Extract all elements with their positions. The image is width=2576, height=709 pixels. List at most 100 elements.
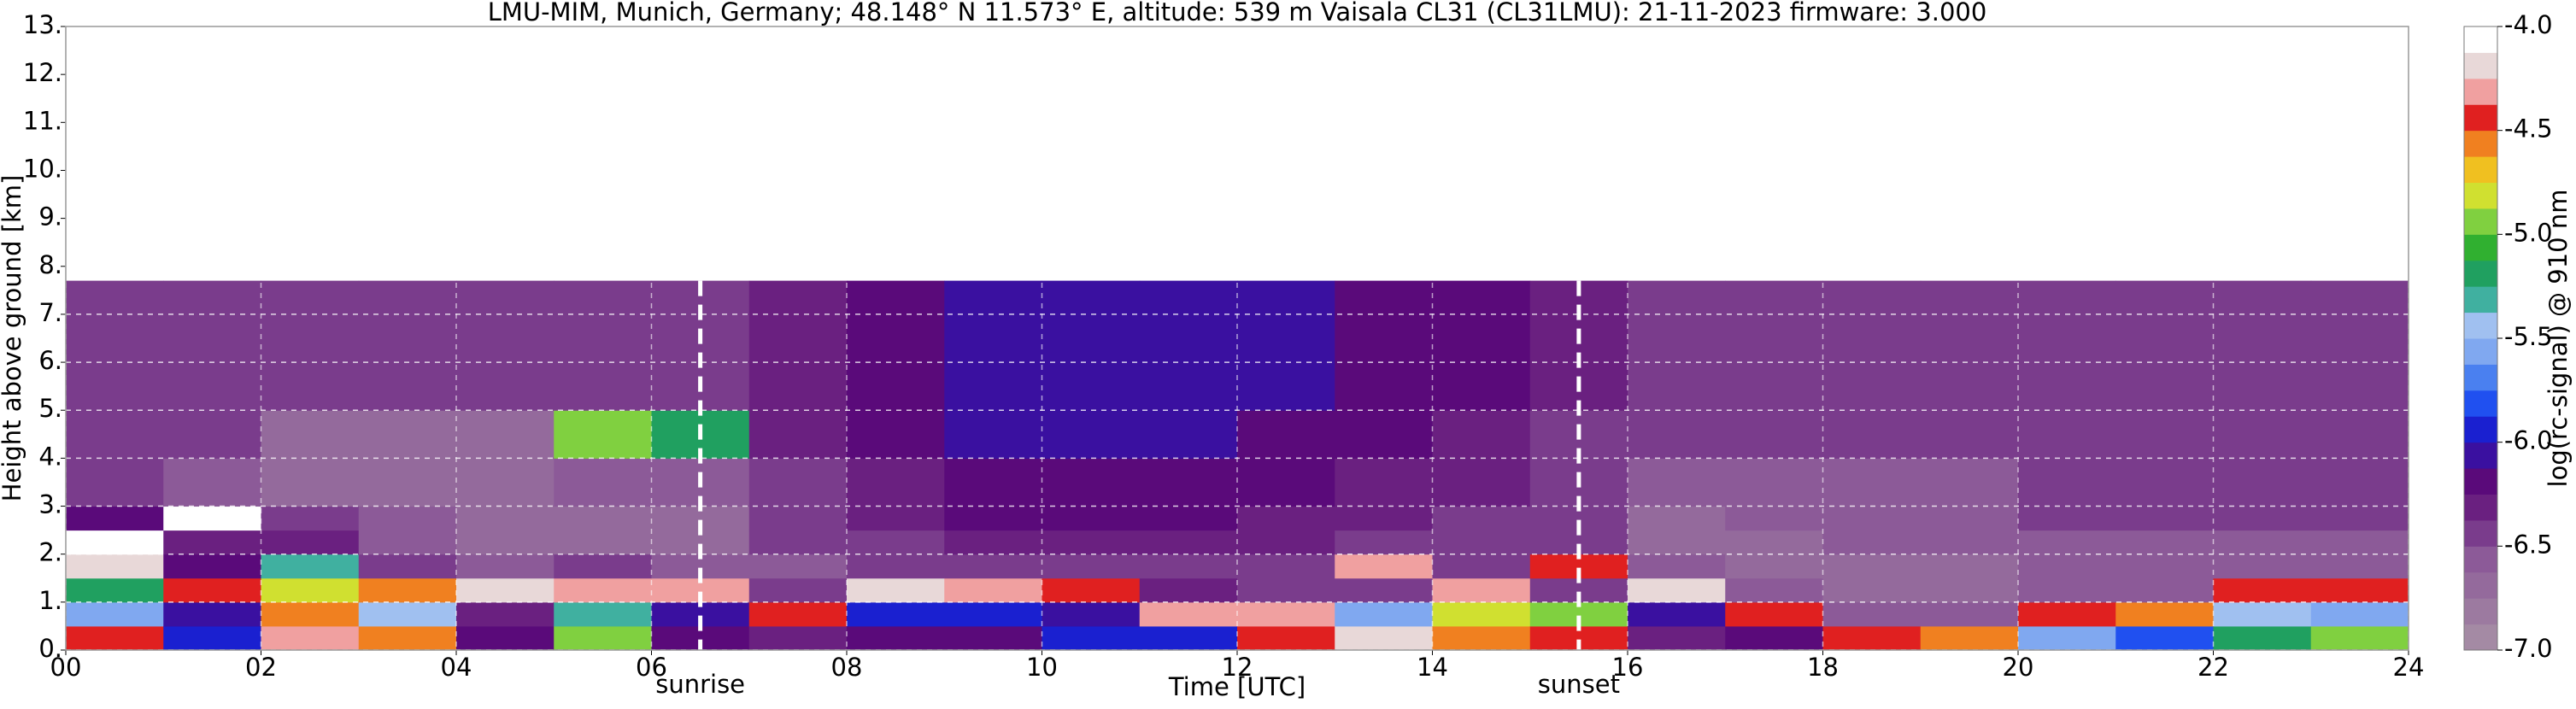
heatmap-cell: [261, 554, 360, 579]
heatmap-cell: [1432, 577, 1531, 603]
heatmap-cell: [1335, 625, 1433, 651]
heatmap-cell: [1725, 530, 1823, 555]
heatmap-cell: [163, 410, 261, 459]
heatmap-cell: [1042, 458, 1141, 507]
heatmap-cell: [554, 410, 652, 459]
heatmap-cell: [1042, 601, 1141, 627]
heatmap-cell: [554, 362, 652, 411]
heatmap-cell: [1432, 362, 1531, 411]
heatmap-cell: [456, 410, 555, 459]
heatmap-cell: [1725, 280, 1823, 315]
heatmap-cell: [2310, 577, 2409, 603]
colorbar-label: log(rc-signal) @ 910 nm: [2544, 190, 2573, 488]
colorbar-segment: [2464, 130, 2497, 157]
heatmap-cell: [1822, 458, 1922, 507]
heatmap-cell: [554, 601, 652, 627]
y-tick-label: 9.: [38, 202, 62, 231]
heatmap-cell: [1920, 554, 2019, 579]
heatmap-cell: [2213, 506, 2312, 531]
heatmap-cell: [1237, 280, 1335, 315]
heatmap-cell: [2115, 554, 2214, 579]
heatmap-cell: [1432, 410, 1531, 459]
heatmap-cell: [2018, 554, 2116, 579]
heatmap-cell: [163, 458, 261, 507]
colorbar-segment: [2464, 364, 2497, 391]
y-tick-label: 6.: [38, 346, 62, 375]
colorbar-segment: [2464, 286, 2497, 313]
heatmap-cell: [2115, 530, 2214, 555]
heatmap-cell: [2310, 625, 2409, 651]
heatmap-cell: [2310, 458, 2409, 507]
heatmap-cell: [261, 625, 360, 651]
heatmap-cell: [554, 280, 652, 315]
heatmap-cell: [1237, 601, 1335, 627]
heatmap-cell: [1432, 458, 1531, 507]
heatmap-cell: [2310, 410, 2409, 459]
heatmap-cell: [1628, 313, 1726, 363]
heatmap-cell: [261, 313, 360, 363]
heatmap-cell: [1628, 362, 1726, 411]
heatmap-cell: [1725, 313, 1823, 363]
y-tick-label: 0.: [38, 634, 62, 663]
heatmap-cell: [66, 554, 164, 579]
heatmap-cell: [944, 530, 1042, 555]
heatmap-cell: [358, 625, 457, 651]
heatmap-cell: [2115, 313, 2214, 363]
heatmap-cell: [1822, 530, 1922, 555]
heatmap-cell: [1432, 280, 1531, 315]
colorbar-segment: [2464, 260, 2497, 287]
heatmap-cell: [261, 577, 360, 603]
heatmap-cell: [2115, 601, 2214, 627]
x-tick-label: 22: [2198, 653, 2229, 682]
heatmap-cell: [1335, 410, 1433, 459]
heatmap-cell: [1628, 530, 1726, 555]
heatmap-cell: [847, 530, 945, 555]
heatmap-cell: [2115, 625, 2214, 651]
heatmap-cell: [163, 506, 261, 531]
heatmap-cell: [1628, 601, 1726, 627]
heatmap-cell: [2115, 410, 2214, 459]
heatmap-cell: [748, 410, 848, 459]
heatmap-cell: [2115, 280, 2214, 315]
y-tick-label: 1.: [38, 586, 62, 615]
heatmap-cell: [1920, 577, 2019, 603]
heatmap-cell: [1432, 530, 1531, 555]
heatmap-cell: [847, 577, 945, 603]
heatmap-cell: [2115, 577, 2214, 603]
heatmap-cell: [1042, 577, 1141, 603]
heatmap-cell: [944, 362, 1042, 411]
heatmap-cell: [1822, 410, 1922, 459]
heatmap-cell: [66, 280, 164, 315]
heatmap-cell: [1822, 506, 1922, 531]
heatmap-cell: [456, 625, 555, 651]
heatmap-cell: [1628, 280, 1726, 315]
heatmap-cell: [2310, 280, 2409, 315]
heatmap-cell: [456, 362, 555, 411]
heatmap-cell: [1237, 458, 1335, 507]
heatmap-cell: [1335, 577, 1433, 603]
y-tick-label: 5.: [38, 394, 62, 423]
heatmap-cell: [456, 530, 555, 555]
heatmap-cell: [1920, 280, 2019, 315]
heatmap-cell: [2018, 362, 2116, 411]
heatmap-cell: [847, 554, 945, 579]
heatmap-cell: [1822, 601, 1922, 627]
heatmap-cell: [1920, 410, 2019, 459]
heatmap-cell: [1822, 280, 1922, 315]
heatmap-cell: [2213, 410, 2312, 459]
heatmap-cell: [1335, 506, 1433, 531]
heatmap-cell: [1139, 625, 1238, 651]
heatmap-cell: [2018, 506, 2116, 531]
heatmap-cell: [2213, 280, 2312, 315]
x-tick-label: 02: [245, 653, 277, 682]
heatmap-cell: [2018, 458, 2116, 507]
heatmap-cell: [748, 554, 848, 579]
heatmap-cell: [1725, 410, 1823, 459]
x-tick-label: 10: [1026, 653, 1058, 682]
heatmap-cell: [1725, 506, 1823, 531]
y-tick-label: 11.: [23, 106, 62, 135]
heatmap-cell: [2018, 313, 2116, 363]
heatmap-cell: [163, 625, 261, 651]
annotation-label: sunset: [1538, 670, 1620, 699]
heatmap-cell: [456, 458, 555, 507]
